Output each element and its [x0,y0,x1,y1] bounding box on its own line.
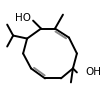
Text: HO: HO [15,13,31,23]
Text: OH: OH [85,67,101,77]
